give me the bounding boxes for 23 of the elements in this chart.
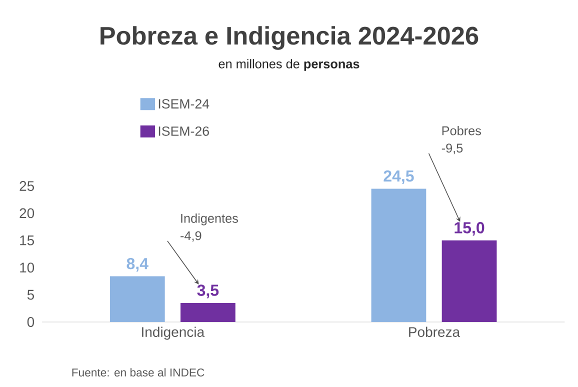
data-label: 15,0 xyxy=(454,222,484,236)
data-label: 8,4 xyxy=(126,258,148,272)
bar xyxy=(110,276,165,322)
y-tick-label: 20 xyxy=(20,208,34,218)
data-label: 3,5 xyxy=(197,284,219,298)
chart-subtitle: en millones de personas xyxy=(218,59,360,71)
data-label: 24,5 xyxy=(384,170,414,184)
bar xyxy=(180,302,236,322)
legend-label: ISEM-26 xyxy=(158,126,209,136)
y-tick-label: 10 xyxy=(20,262,34,273)
chart-title: Pobreza e Indigencia 2024-2026 xyxy=(100,26,478,50)
y-tick-label: 5 xyxy=(27,290,34,300)
text: Pobres -9,5 xyxy=(442,126,481,154)
annotation: Indigentes -4,9 xyxy=(180,214,238,242)
y-tick-label: 0 xyxy=(27,317,34,327)
bar xyxy=(442,240,497,322)
y-tick-label: 15 xyxy=(20,236,34,246)
x-tick-label: Indigencia xyxy=(142,326,205,340)
source-note: Fuente: en base al INDEC xyxy=(72,368,204,376)
bar xyxy=(371,188,426,322)
y-tick-label: 25 xyxy=(20,181,34,191)
legend-label: ISEM-24 xyxy=(158,99,210,109)
x-tick-label: Pobreza xyxy=(409,326,460,337)
